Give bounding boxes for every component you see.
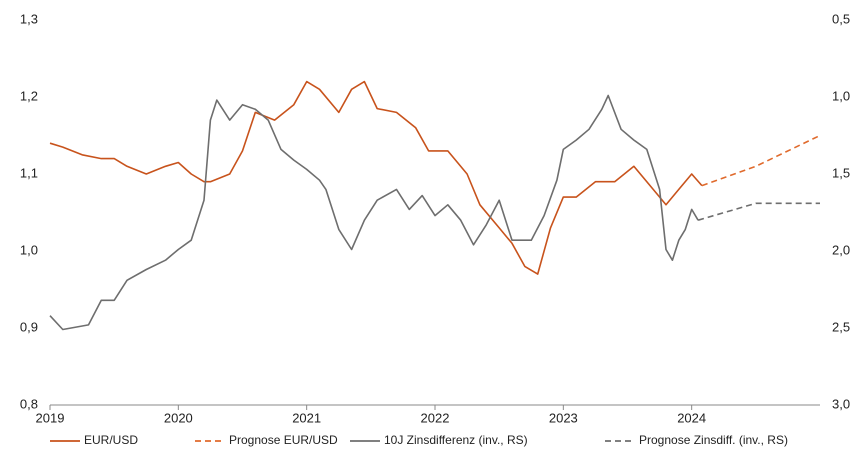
series-line [49,80,703,275]
series-line [697,202,820,221]
y-tick-label: 1,3 [20,11,38,26]
y2-tick-label: 1,5 [832,165,850,180]
x-tick-label: 2021 [292,410,321,425]
series-line [49,94,699,331]
y-tick-label: 1,1 [20,165,38,180]
y-tick-label: 0,9 [20,319,38,334]
x-tick-label: 2022 [421,410,450,425]
y-tick-label: 0,8 [20,396,38,411]
y2-tick-label: 1,0 [832,88,850,103]
x-tick-label: 2023 [549,410,578,425]
y2-tick-label: 2,0 [832,242,850,257]
x-tick-label: 2019 [36,410,65,425]
y2-tick-label: 3,0 [832,396,850,411]
legend-label: 10J Zinsdifferenz (inv., RS) [384,433,528,447]
legend-label: Prognose Zinsdiff. (inv., RS) [639,433,788,447]
x-tick-label: 2024 [677,410,706,425]
y-tick-label: 1,0 [20,242,38,257]
legend-label: EUR/USD [84,433,138,447]
series-line [701,134,821,187]
x-tick-label: 2020 [164,410,193,425]
y2-tick-label: 2,5 [832,319,850,334]
y-tick-label: 1,2 [20,88,38,103]
y2-tick-label: 0,5 [832,11,850,26]
legend-label: Prognose EUR/USD [229,433,338,447]
